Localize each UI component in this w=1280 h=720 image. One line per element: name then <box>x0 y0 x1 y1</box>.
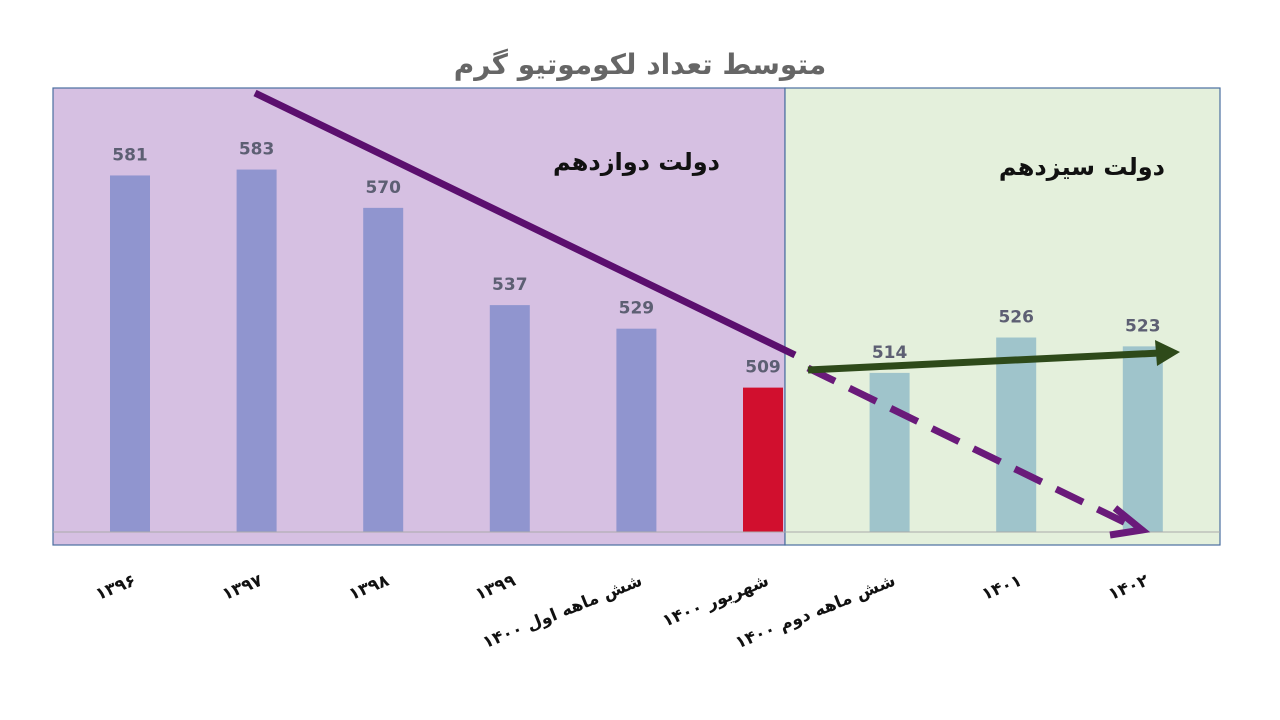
chart-title: متوسط تعداد لکوموتیو گرم <box>454 48 827 81</box>
x-tick-label: ۱۴۰۱ <box>979 571 1025 605</box>
region-label: دولت سیزدهم <box>999 153 1165 181</box>
arrow-head <box>1155 340 1180 366</box>
value-label: 509 <box>745 358 781 378</box>
actual-trend <box>807 349 1161 374</box>
bar <box>489 305 530 532</box>
bar <box>1122 346 1163 532</box>
value-label: 583 <box>239 140 275 160</box>
arrow-head <box>1109 505 1151 539</box>
bar <box>616 328 657 532</box>
trend-line <box>253 89 797 359</box>
value-label: 537 <box>492 275 528 295</box>
value-label: 526 <box>998 308 1034 328</box>
region <box>52 87 786 546</box>
region-label: دولت دوازدهم <box>553 148 720 176</box>
value-label: 570 <box>365 178 401 198</box>
trend-arrows <box>253 89 1180 539</box>
value-label: 514 <box>872 343 908 363</box>
bar <box>236 169 277 532</box>
bar <box>869 372 910 532</box>
value-label: 529 <box>619 299 655 319</box>
bar <box>363 207 404 532</box>
x-tick-label: ۱۳۹۹ <box>473 570 520 604</box>
projected-trend <box>806 364 1132 529</box>
value-label: 523 <box>1125 316 1161 336</box>
x-tick-label: شهریور ۱۴۰۰ <box>660 571 772 632</box>
x-tick-label: ۱۳۹۸ <box>346 570 393 604</box>
value-label: 581 <box>112 145 148 165</box>
bar <box>110 175 150 532</box>
bar <box>743 387 783 532</box>
x-tick-label: ۱۴۰۲ <box>1106 570 1153 604</box>
bar <box>996 337 1037 532</box>
x-tick-label: ۱۳۹۷ <box>219 570 266 604</box>
x-tick-label: ۱۳۹۶ <box>93 571 139 605</box>
